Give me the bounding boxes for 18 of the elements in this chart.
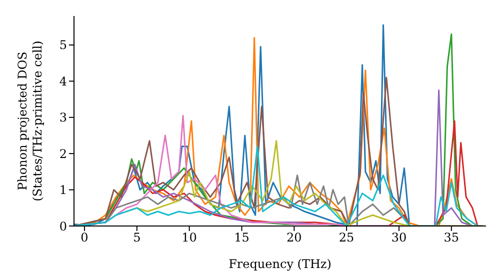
y-tick-label: 0 xyxy=(59,219,67,234)
x-tick-label: 20 xyxy=(286,230,302,245)
x-tick-label: 10 xyxy=(182,230,197,245)
y-tick-label: 5 xyxy=(59,38,67,52)
x-tick-label: 15 xyxy=(234,230,250,245)
y-tick-label: 4 xyxy=(59,74,68,88)
x-axis-title: Frequency (THz) xyxy=(228,257,332,271)
y-tick-label: 2 xyxy=(59,146,67,161)
x-tick-label: 30 xyxy=(391,230,407,245)
line-series xyxy=(74,146,478,226)
line-series xyxy=(74,24,410,226)
y-tick-label: 1 xyxy=(59,183,67,198)
x-tick-label: 0 xyxy=(80,230,88,245)
y-axis-title: Phonon projected DOS (States/THz·primitive cell) xyxy=(16,40,44,202)
x-tick-label: 35 xyxy=(444,230,460,245)
x-tick-label: 25 xyxy=(338,230,354,245)
x-tick-label: 5 xyxy=(133,230,141,245)
y-tick-label: 3 xyxy=(59,110,67,125)
